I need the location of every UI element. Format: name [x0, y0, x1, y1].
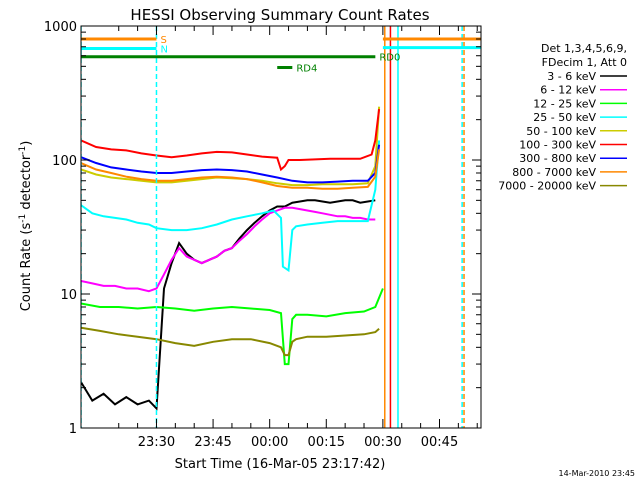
legend-label-3: 12 - 25 keV	[533, 97, 596, 110]
generation-timestamp: 14-Mar-2010 23:45	[559, 469, 636, 478]
series-line-2	[81, 206, 376, 293]
state-bar-label-3: RD0	[379, 53, 400, 64]
series-line-1	[81, 199, 376, 411]
axes-layer: 1 10 100 1000 23:30 23:45 00:00 00:15 00:30 00:45	[44, 20, 482, 450]
legend-label-5: 50 - 100 keV	[526, 125, 596, 138]
y-axis-label: Count Rate (s-1 detector-1)	[18, 141, 34, 312]
series-line-7	[81, 144, 381, 184]
y-axis-label-text: Count Rate (s	[19, 223, 34, 312]
legend-label-4: 25 - 50 keV	[533, 111, 596, 124]
y-axis-label-sup2: -1	[18, 146, 28, 155]
legend-header-line-1: Det 1,3,4,5,6,9,	[541, 42, 627, 55]
y-tick-label-1: 1	[69, 422, 77, 437]
series-line-6	[81, 108, 381, 172]
y-tick-label-2: 10	[60, 288, 77, 303]
legend-label-6: 100 - 300 keV	[519, 139, 596, 152]
x-tick-label-5: 00:30	[364, 435, 401, 450]
series-line-5	[81, 106, 381, 187]
plot-area	[81, 26, 481, 428]
legend-label-2: 6 - 12 keV	[540, 84, 596, 97]
y-tick-label-4: 1000	[44, 20, 77, 35]
legend: Det 1,3,4,5,6,9, FDecim 1, Att 0 3 - 6 k…	[498, 42, 627, 193]
legend-label-8: 800 - 7000 keV	[512, 166, 596, 179]
series-line-3	[81, 288, 384, 366]
series-line-9	[81, 326, 380, 357]
y-axis-label-sup1: -1	[18, 214, 28, 223]
x-tick-label-1: 23:30	[138, 435, 175, 450]
x-tick-label-2: 23:45	[194, 435, 231, 450]
state-bar-label-1: S	[160, 35, 166, 46]
x-axis-label: Start Time (16-Mar-05 23:17:42)	[175, 457, 386, 472]
plot-frame	[80, 25, 482, 429]
plot-layer: SN RD0 RD4	[81, 26, 481, 428]
legend-label-7: 300 - 800 keV	[519, 152, 596, 165]
legend-label-1: 3 - 6 keV	[547, 70, 596, 83]
x-tick-label-3: 00:00	[251, 435, 288, 450]
state-bar-label-4: RD4	[296, 64, 317, 75]
y-axis-label-end: )	[19, 141, 34, 146]
series-line-4	[81, 140, 381, 273]
series-line-8	[81, 149, 381, 190]
y-axis-label-mid: detector	[19, 154, 34, 214]
state-bar-label-2: N	[160, 44, 167, 55]
x-tick-label-4: 00:15	[308, 435, 345, 450]
legend-header-line-2: FDecim 1, Att 0	[542, 56, 627, 69]
legend-label-9: 7000 - 20000 keV	[498, 180, 596, 193]
x-tick-label-6: 00:45	[421, 435, 458, 450]
chart-title: HESSI Observing Summary Count Rates	[130, 6, 429, 24]
y-tick-label-3: 100	[52, 154, 77, 169]
